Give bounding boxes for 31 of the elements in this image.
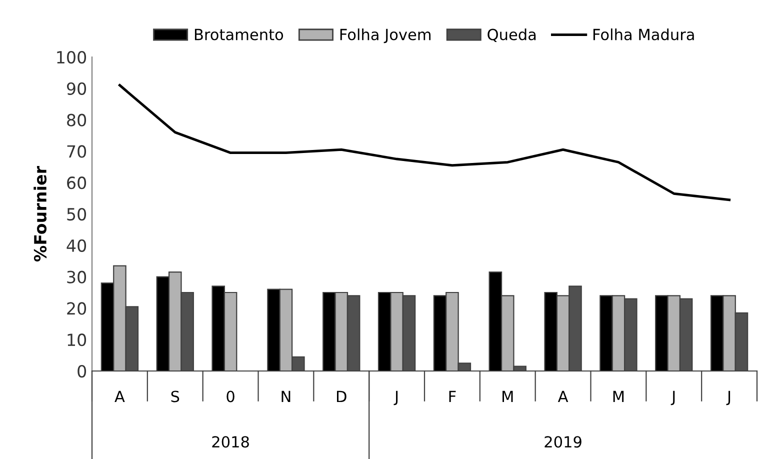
x-tick-label: A (558, 390, 568, 402)
y-tick-label: 80 (67, 114, 86, 126)
y-tick-label: 30 (67, 270, 86, 284)
legend-label: Queda (488, 28, 536, 42)
legend-label: Folha Jovem (340, 28, 430, 44)
x-tick-label: 0 (226, 390, 234, 402)
y-tick-label: 50 (67, 208, 86, 221)
legend-label: Brotamento (194, 28, 284, 40)
x-tick-label: A (114, 390, 125, 402)
y-tick-label: 70 (67, 145, 86, 158)
y-tick-label: 0 (78, 364, 86, 378)
x-tick-label: N (282, 390, 290, 402)
x-tick-label: F (449, 390, 456, 402)
x-tick-label: J (670, 390, 675, 406)
line-series (118, 84, 731, 202)
x-tick-label: D (336, 390, 346, 402)
y-tick-label: 90 (66, 82, 86, 95)
x-tick-label: M (502, 390, 513, 402)
x-tick-label: J (726, 390, 730, 406)
text: 2019 (544, 436, 582, 448)
text: 2018 (212, 436, 249, 448)
y-tick-label: 10 (68, 334, 86, 346)
y-axis-title: %Fournier (34, 166, 47, 262)
y-tick-label: 100 (57, 50, 86, 64)
x-tick-label: J (394, 390, 398, 406)
y-tick-label: 40 (66, 239, 86, 252)
x-tick-label: M (613, 390, 624, 402)
y-tick-label: 20 (67, 302, 86, 315)
y-tick-label: 60 (67, 176, 86, 190)
x-tick-label: S (171, 390, 180, 402)
legend-label: Folha Madura (593, 28, 694, 40)
